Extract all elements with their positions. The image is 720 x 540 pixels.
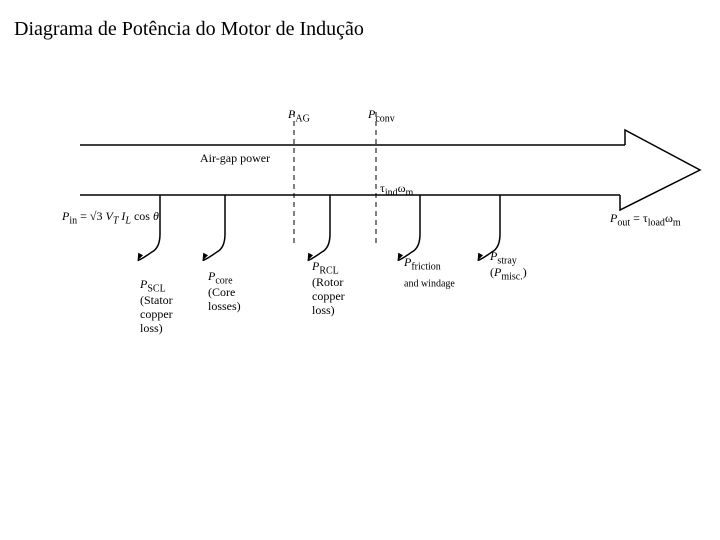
label-stray_txt: (Pmisc.) — [490, 266, 527, 283]
label-p_conv: Pconv — [368, 108, 395, 125]
label-p_out: Pout = τloadωm — [610, 212, 681, 229]
label-fw_sym: Pfrictionand windage — [404, 256, 455, 290]
label-core_txt: (Corelosses) — [208, 286, 241, 314]
power-flow-diagram — [0, 0, 720, 540]
label-tau_ind: τindωm — [380, 182, 413, 199]
label-rcl_txt: (Rotorcopperloss) — [312, 276, 345, 317]
label-air_gap: Air-gap power — [200, 152, 270, 166]
label-p_ag: PAG — [288, 108, 310, 125]
label-scl_txt: (Statorcopperloss) — [140, 294, 173, 335]
label-p_in: Pin = √3 VT IL cos θ — [62, 210, 159, 227]
